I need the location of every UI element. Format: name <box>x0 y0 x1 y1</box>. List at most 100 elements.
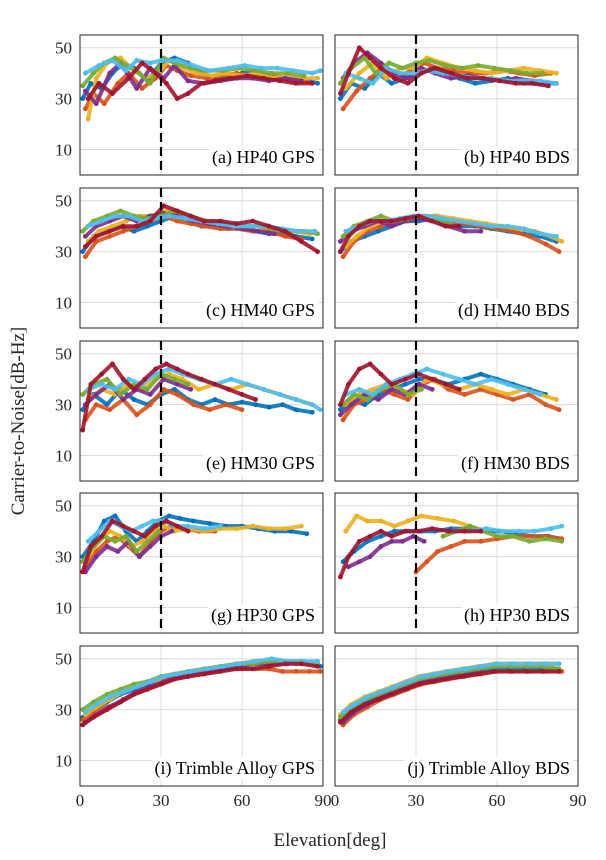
data-point <box>134 549 140 554</box>
series-line-6 <box>86 519 223 544</box>
data-point <box>93 233 99 239</box>
data-point <box>245 73 250 79</box>
data-point <box>112 538 118 544</box>
data-point <box>145 223 150 229</box>
data-point <box>459 674 465 679</box>
data-point <box>209 73 215 79</box>
data-point <box>174 96 180 102</box>
data-point <box>307 669 312 674</box>
data-point <box>166 513 172 519</box>
data-point <box>370 80 376 86</box>
data-point <box>174 392 180 397</box>
data-point <box>153 70 159 76</box>
data-point <box>110 58 115 63</box>
y-tick-label: 10 <box>55 752 72 771</box>
data-point <box>199 376 204 382</box>
panel-title: (f) HM30 BDS <box>461 453 570 474</box>
data-point <box>456 223 462 229</box>
data-point <box>378 544 384 549</box>
data-point <box>462 666 467 672</box>
data-point <box>161 203 167 209</box>
panel-title: (c) HM40 GPS <box>206 300 315 321</box>
data-point <box>402 381 408 387</box>
data-point <box>378 689 384 695</box>
data-point <box>410 533 416 539</box>
data-point <box>416 381 422 387</box>
y-tick-label: 10 <box>55 447 72 466</box>
panel-3: 10 30 50 (c) HM40 GPS <box>55 187 324 329</box>
data-point <box>478 538 484 544</box>
data-point <box>110 518 115 524</box>
data-point <box>346 233 351 239</box>
y-tick-label: 30 <box>55 701 72 720</box>
data-point <box>448 70 454 76</box>
axes-box <box>79 187 324 329</box>
data-point <box>497 78 503 84</box>
panel-title-backdrop <box>454 299 573 322</box>
data-point <box>253 658 258 664</box>
data-point <box>137 554 142 560</box>
data-point <box>354 88 359 94</box>
data-point <box>172 676 177 682</box>
data-point <box>446 528 451 534</box>
data-point <box>158 58 164 63</box>
data-point <box>101 101 107 107</box>
data-point <box>153 366 159 372</box>
data-point <box>402 376 408 382</box>
data-point <box>494 533 500 539</box>
data-point <box>255 228 261 234</box>
data-point <box>174 523 180 529</box>
data-point <box>188 213 194 219</box>
data-point <box>462 528 467 534</box>
data-point <box>521 65 527 71</box>
data-point <box>112 513 118 519</box>
data-point <box>80 569 86 575</box>
data-point <box>299 661 304 667</box>
data-point <box>527 661 532 667</box>
data-point <box>88 80 94 86</box>
data-point <box>378 518 384 524</box>
data-point <box>139 523 145 529</box>
data-point <box>500 528 505 534</box>
y-tick-label: 30 <box>55 90 72 109</box>
data-point <box>556 669 562 674</box>
data-point <box>250 523 256 529</box>
data-point <box>346 70 351 76</box>
data-point <box>139 538 145 544</box>
data-point <box>521 226 527 232</box>
data-point <box>185 78 191 84</box>
data-point <box>226 65 231 71</box>
data-point <box>309 80 315 86</box>
data-point <box>96 528 102 534</box>
series-line-2 <box>83 387 244 422</box>
data-point <box>99 381 104 387</box>
data-point <box>548 526 554 532</box>
data-point <box>253 397 258 402</box>
data-point <box>338 239 343 244</box>
data-point <box>315 80 320 86</box>
data-point <box>134 412 140 418</box>
data-point <box>402 216 408 221</box>
data-point <box>110 361 115 367</box>
data-point <box>85 96 91 102</box>
data-point <box>182 216 188 221</box>
data-point <box>446 669 451 674</box>
data-point <box>429 218 435 224</box>
data-point <box>83 233 88 239</box>
data-point <box>370 386 376 392</box>
data-point <box>293 80 299 86</box>
data-point <box>107 694 113 700</box>
panel-title-backdrop <box>202 299 318 322</box>
data-point <box>405 518 411 524</box>
data-point <box>147 544 153 549</box>
data-point <box>432 671 438 677</box>
x-tick-label: 90 <box>315 791 332 810</box>
data-point <box>266 663 272 669</box>
data-point <box>104 544 110 549</box>
data-point <box>126 376 131 382</box>
data-point <box>554 233 559 239</box>
data-point <box>104 376 110 382</box>
data-point <box>93 402 99 408</box>
data-point <box>120 689 126 695</box>
